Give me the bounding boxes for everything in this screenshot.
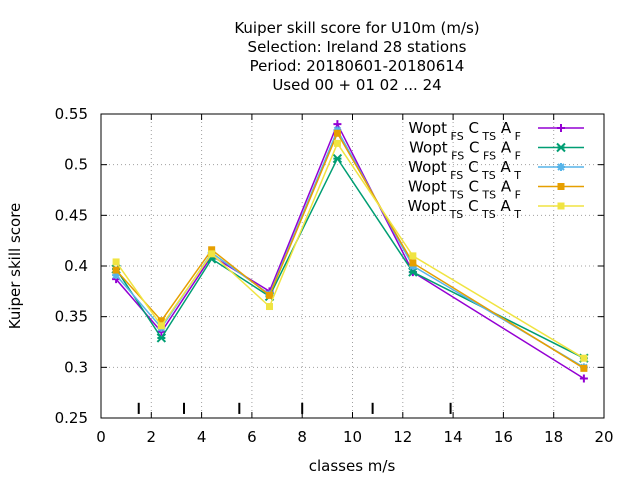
data-point	[157, 322, 165, 330]
data-point	[556, 142, 566, 153]
data-point	[409, 252, 417, 260]
data-point	[156, 333, 167, 343]
data-point	[580, 364, 588, 372]
x-tick-label: 10	[343, 428, 362, 446]
data-point	[112, 271, 121, 280]
series-4	[112, 129, 588, 372]
y-tick-label: 0.5	[64, 156, 88, 174]
data-point	[208, 250, 216, 258]
y-tick-label: 0.3	[64, 358, 88, 376]
y-axis-label: Kuiper skill score	[6, 203, 24, 330]
y-tick-label: 0.25	[55, 409, 88, 427]
legend-label: Wopt FS C TS A T	[408, 158, 521, 182]
legend-label: Wopt TS C TS A F	[408, 178, 521, 202]
y-tick-label: 0.45	[55, 206, 88, 224]
x-tick-label: 16	[494, 428, 513, 446]
data-point	[333, 139, 341, 147]
data-point	[266, 291, 274, 299]
x-tick-label: 20	[594, 428, 613, 446]
x-axis-label: classes m/s	[309, 457, 396, 475]
x-tick-label: 12	[393, 428, 412, 446]
series-5	[112, 139, 588, 362]
data-point	[557, 124, 565, 132]
data-point	[157, 317, 165, 325]
chart-title: Kuiper skill score for U10m (m/s)Selecti…	[234, 19, 479, 94]
legend-entry: Wopt TS C TS A F	[408, 178, 584, 202]
data-point	[409, 259, 417, 267]
x-axis-ticks: 0 2 4 6 8 10 12 14 16 18 20	[96, 114, 614, 446]
x-tick-label: 8	[297, 428, 307, 446]
grid-lines	[101, 114, 604, 418]
series-2	[111, 153, 589, 363]
y-tick-label: 0.55	[55, 105, 88, 123]
title-line: Selection: Ireland 28 stations	[248, 38, 467, 56]
y-tick-label: 0.4	[64, 257, 88, 275]
legend-entry: Wopt FS C FS A F	[409, 139, 584, 163]
data-point	[333, 129, 341, 137]
legend-label: Wopt FS C TS A F	[409, 119, 521, 143]
series-lines	[111, 120, 589, 383]
data-point	[557, 202, 565, 210]
x-tick-label: 0	[96, 428, 106, 446]
data-point	[112, 258, 120, 266]
title-line: Kuiper skill score for U10m (m/s)	[234, 19, 479, 37]
data-point	[208, 246, 216, 254]
title-line: Used 00 + 01 02 ... 24	[272, 76, 441, 94]
data-point	[332, 153, 343, 164]
data-point	[408, 267, 418, 277]
x-tick-label: 2	[147, 428, 157, 446]
legend-entry: Wopt FS C TS A T	[408, 158, 584, 182]
title-line: Period: 20180601-20180614	[250, 57, 465, 75]
data-point	[579, 374, 588, 383]
series-line	[115, 128, 585, 368]
data-point	[557, 163, 565, 171]
data-point	[580, 354, 588, 362]
x-tick-label: 6	[247, 428, 257, 446]
y-axis-ticks: 0.25 0.3 0.35 0.4 0.45 0.5 0.55	[55, 105, 604, 427]
legend-label: Wopt TS C TS A T	[408, 197, 522, 221]
data-point	[557, 183, 565, 190]
legend-entry: Wopt FS C TS A F	[409, 119, 584, 143]
x-tick-label: 4	[197, 428, 207, 446]
x-tick-label: 14	[444, 428, 463, 446]
y-tick-label: 0.35	[55, 308, 88, 326]
x-tick-label: 18	[544, 428, 563, 446]
legend-label: Wopt FS C FS A F	[409, 139, 521, 163]
data-point	[112, 266, 120, 274]
legend-entry: Wopt TS C TS A T	[408, 197, 584, 221]
data-point	[266, 303, 274, 311]
class-boundary-markers	[137, 402, 452, 414]
